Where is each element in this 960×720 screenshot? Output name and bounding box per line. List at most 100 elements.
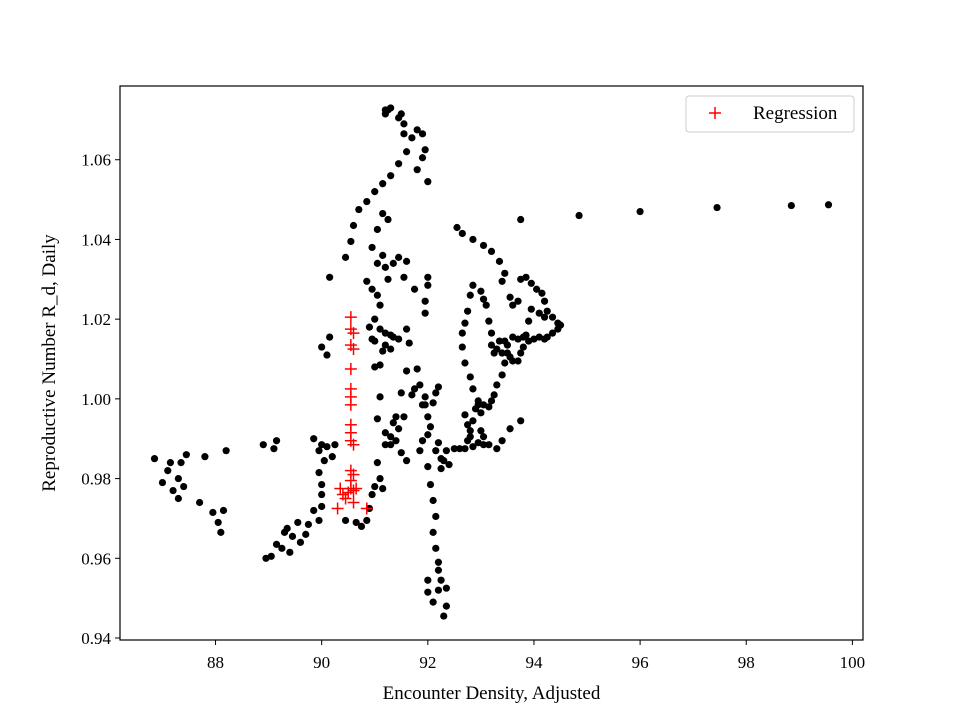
data-point [469,417,477,425]
regression-point [350,482,363,495]
data-point [490,349,498,357]
data-point [397,389,405,397]
data-point [182,451,190,459]
data-point [527,305,535,313]
y-tick-label: 0.96 [81,549,111,568]
data-point [424,273,432,281]
regression-point [344,398,357,411]
data-point [426,480,435,489]
data-point [302,530,310,538]
data-point [180,482,188,491]
data-point [376,325,384,333]
data-point [304,520,313,529]
data-point [387,345,395,353]
data-point [201,453,209,461]
data-point [272,437,281,445]
data-point [410,285,419,293]
data-point [323,443,331,451]
data-point [413,166,421,174]
data-point [485,441,493,449]
data-point [371,315,379,323]
regression-point [339,492,352,505]
data-point [421,297,429,305]
data-point [498,371,506,379]
data-point [429,528,437,536]
data-point [432,447,440,455]
data-point [421,393,429,401]
data-point [347,237,355,246]
data-point [355,205,363,214]
data-point [498,437,506,445]
data-point [405,339,413,347]
data-point [485,317,493,325]
data-point [440,612,448,620]
data-point [158,478,167,487]
data-point [392,437,400,445]
regression-point [347,496,360,509]
data-point [498,349,506,357]
data-point [636,207,644,216]
data-point [487,397,496,405]
data-point [525,317,533,325]
data-point [323,351,331,359]
data-point [453,223,461,232]
y-tick-label: 0.94 [81,629,111,648]
data-point [426,423,435,431]
data-point [413,365,421,373]
data-point [477,427,485,435]
data-point [174,494,182,503]
x-tick-label: 96 [632,653,649,672]
regression-point [360,502,373,515]
data-point [371,188,379,196]
data-point [318,480,326,489]
data-point [376,393,384,401]
data-point [479,241,488,250]
data-point [474,439,482,447]
legend-box [685,95,855,133]
data-point [456,445,464,453]
data-point [418,437,427,445]
data-point [164,467,172,475]
data-point [485,403,493,411]
data-point [368,243,376,252]
data-point [429,598,437,606]
data-point [389,419,397,427]
data-point [315,469,323,477]
regression-point [347,484,360,497]
plot-frame [119,85,864,641]
legend: Regression [685,95,855,133]
data-point [522,273,530,281]
data-point [469,385,477,393]
data-point [487,341,496,349]
data-point [517,215,525,224]
data-point [219,506,228,515]
data-point [434,558,443,566]
data-point [477,409,485,417]
data-point [554,325,562,333]
data-point [442,584,450,592]
regression-point [334,482,347,495]
data-point [379,180,387,188]
data-point [424,588,432,596]
data-point [381,441,389,449]
data-point [421,309,429,317]
data-point [363,197,371,206]
data-point [363,277,371,285]
data-point [373,459,381,467]
x-tick-label: 98 [738,653,755,672]
data-point [331,441,339,449]
data-point [424,431,432,439]
data-point [458,229,466,238]
data-point [222,447,230,455]
data-point [432,389,440,397]
data-point [429,496,437,505]
data-point [408,134,416,142]
data-point [373,291,381,299]
data-point [315,447,323,455]
data-point [501,337,509,345]
data-point [432,544,440,552]
regression-point [344,311,357,324]
data-point [381,110,389,118]
data-point [166,459,175,467]
